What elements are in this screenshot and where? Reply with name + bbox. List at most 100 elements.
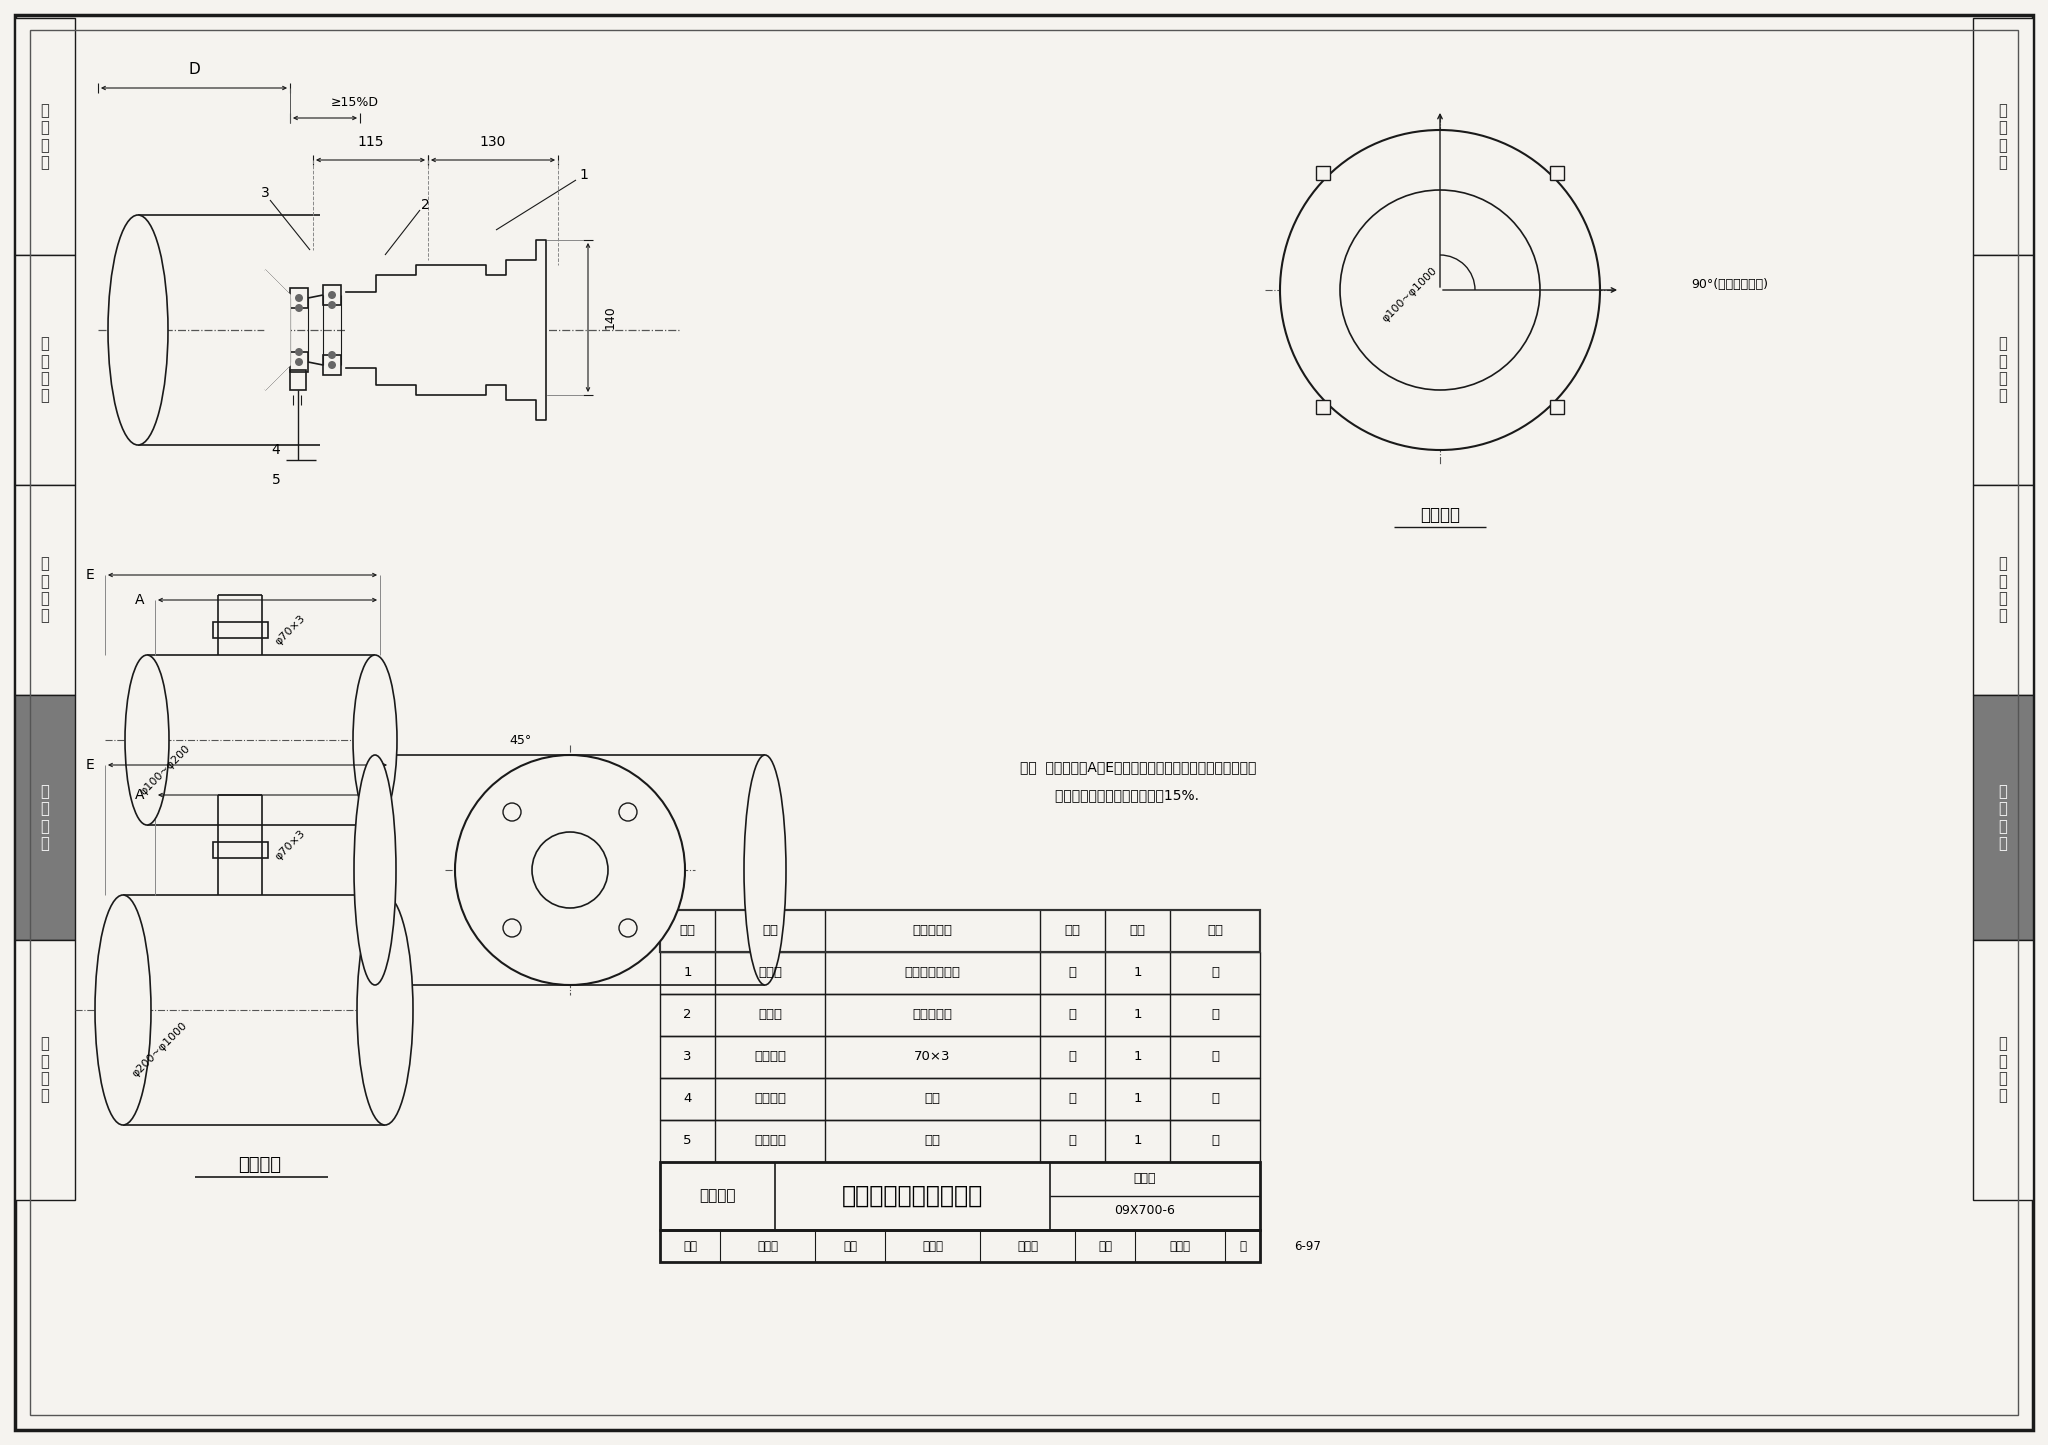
Text: 设
备
安
装: 设 备 安 装 <box>41 783 49 851</box>
Text: 3: 3 <box>260 186 270 199</box>
Text: 单位: 单位 <box>1065 925 1081 938</box>
Text: φ70×3: φ70×3 <box>272 828 307 861</box>
Text: D: D <box>188 62 201 78</box>
Bar <box>291 288 307 308</box>
Ellipse shape <box>354 754 395 985</box>
Text: 缆
线
敷
设: 缆 线 敷 设 <box>41 556 49 624</box>
Text: 115: 115 <box>356 134 383 149</box>
Circle shape <box>1280 130 1599 449</box>
Text: 防
雷
接
地: 防 雷 接 地 <box>41 1036 49 1104</box>
Text: 3: 3 <box>684 1051 692 1064</box>
Bar <box>291 353 307 371</box>
Circle shape <box>618 919 637 936</box>
Bar <box>659 1230 1260 1261</box>
Text: 09X700-6: 09X700-6 <box>1114 1205 1176 1218</box>
Circle shape <box>504 803 520 821</box>
Text: 1: 1 <box>1133 967 1141 980</box>
Circle shape <box>295 293 303 302</box>
Text: 1: 1 <box>1133 1009 1141 1022</box>
Bar <box>324 355 342 376</box>
Text: －: － <box>1210 1051 1219 1064</box>
Text: 防
雷
接
地: 防 雷 接 地 <box>1999 1036 2007 1104</box>
Text: 130: 130 <box>479 134 506 149</box>
Text: 套: 套 <box>1069 967 1077 980</box>
Text: 型号及规格: 型号及规格 <box>913 925 952 938</box>
Text: 70×3: 70×3 <box>913 1051 950 1064</box>
Bar <box>1972 17 2034 254</box>
Bar <box>659 1036 1260 1078</box>
Text: 1: 1 <box>684 967 692 980</box>
Bar <box>659 952 1260 994</box>
Bar <box>14 941 76 1199</box>
Circle shape <box>455 754 684 985</box>
Text: 李雪佩: 李雪佩 <box>758 1240 778 1253</box>
Text: 45°: 45° <box>508 734 530 747</box>
Text: 根: 根 <box>1069 1092 1077 1105</box>
Text: 配套: 配套 <box>924 1092 940 1105</box>
Text: 页: 页 <box>1239 1240 1245 1253</box>
Bar <box>659 994 1260 1036</box>
Text: 设备安装: 设备安装 <box>698 1188 735 1204</box>
Text: 宏育同: 宏育同 <box>922 1240 942 1253</box>
Text: 名称: 名称 <box>762 925 778 938</box>
Text: －: － <box>1210 967 1219 980</box>
Bar <box>1317 166 1331 181</box>
Bar <box>659 910 1260 952</box>
Bar <box>659 1162 1260 1230</box>
Text: 4: 4 <box>272 444 281 457</box>
Text: 5: 5 <box>684 1134 692 1147</box>
Text: －: － <box>1210 1009 1219 1022</box>
Text: －: － <box>1210 1134 1219 1147</box>
Bar <box>1972 254 2034 486</box>
Bar <box>659 1120 1260 1162</box>
Text: 管道中长度不小于该管管径的15%.: 管道中长度不小于该管管径的15%. <box>1020 788 1198 802</box>
Circle shape <box>295 303 303 312</box>
Text: 注：  焊接套管中A、E尺寸应保证选用的电磁流量传感器插入: 注： 焊接套管中A、E尺寸应保证选用的电磁流量传感器插入 <box>1020 760 1255 775</box>
Bar <box>213 621 268 639</box>
Text: 信号电缆: 信号电缆 <box>754 1134 786 1147</box>
Text: 单点插入式: 单点插入式 <box>913 1009 952 1022</box>
Ellipse shape <box>125 655 170 825</box>
Ellipse shape <box>356 894 414 1126</box>
Circle shape <box>328 301 336 309</box>
Text: 焊接套管: 焊接套管 <box>238 1156 281 1173</box>
Bar <box>1972 486 2034 695</box>
Text: A: A <box>135 592 145 607</box>
Text: 5: 5 <box>272 473 281 487</box>
Text: 供
电
电
源: 供 电 电 源 <box>41 337 49 403</box>
Ellipse shape <box>109 215 168 445</box>
Circle shape <box>504 919 520 936</box>
Text: 设计: 设计 <box>1098 1240 1112 1253</box>
Text: 缆
线
敷
设: 缆 线 敷 设 <box>1999 556 2007 624</box>
Text: 6-97: 6-97 <box>1294 1240 1321 1253</box>
Circle shape <box>295 348 303 355</box>
Bar <box>659 910 1260 952</box>
Circle shape <box>295 358 303 366</box>
Text: E: E <box>86 759 94 772</box>
Text: 编号: 编号 <box>680 925 696 938</box>
Text: 变送器: 变送器 <box>758 967 782 980</box>
Bar <box>1550 400 1565 413</box>
Text: 2: 2 <box>684 1009 692 1022</box>
Text: φ200~φ1000: φ200~φ1000 <box>131 1020 188 1079</box>
Text: 图集号: 图集号 <box>1135 1172 1157 1185</box>
Text: 4: 4 <box>684 1092 692 1105</box>
Bar <box>14 695 76 941</box>
Circle shape <box>532 832 608 907</box>
Circle shape <box>1339 189 1540 390</box>
Bar <box>1317 400 1331 413</box>
Bar <box>213 842 268 858</box>
Text: 1: 1 <box>580 168 588 182</box>
Text: 机
房
工
程: 机 房 工 程 <box>1999 103 2007 171</box>
Circle shape <box>328 361 336 368</box>
Bar <box>1972 695 2034 941</box>
Text: 设
备
安
装: 设 备 安 装 <box>1999 783 2007 851</box>
Text: 焊接套管: 焊接套管 <box>754 1051 786 1064</box>
Bar <box>14 17 76 254</box>
Polygon shape <box>346 240 547 420</box>
Text: 套: 套 <box>1069 1051 1077 1064</box>
Text: A: A <box>135 788 145 802</box>
Text: 1: 1 <box>1133 1051 1141 1064</box>
Text: 套: 套 <box>1069 1009 1077 1022</box>
Text: 数量: 数量 <box>1130 925 1145 938</box>
